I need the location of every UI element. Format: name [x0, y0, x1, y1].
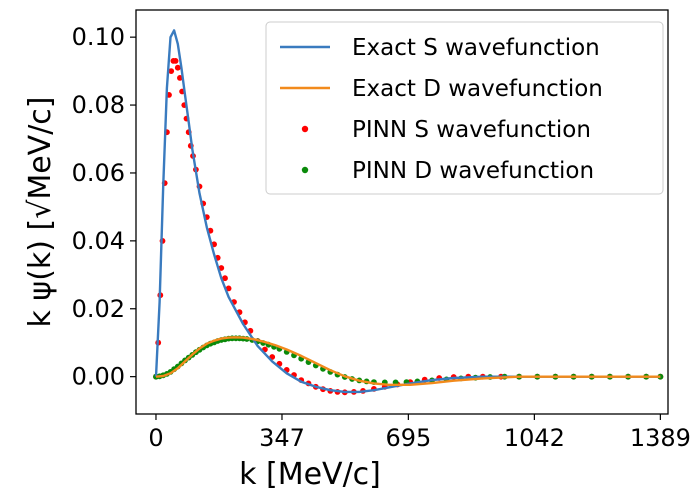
series-line-exact-d-wavefunction [155, 336, 661, 386]
legend-label: PINN S wavefunction [352, 117, 591, 143]
legend-frame [265, 21, 664, 195]
series-layer [153, 29, 664, 396]
y-tick-label: 0.04 [72, 227, 125, 255]
legend-swatch-point [301, 125, 309, 133]
data-point [172, 58, 179, 64]
legend-swatch-point [301, 166, 309, 174]
legend: Exact S wavefunction Exact D wavefunction… [265, 21, 664, 195]
data-point [168, 68, 175, 74]
y-tick-label: 0.00 [72, 363, 125, 391]
legend-label: Exact S wavefunction [352, 35, 600, 61]
x-axis-label: k [MeV/c] [239, 457, 381, 492]
x-tick-label: 1389 [630, 424, 691, 452]
series-line-exact-s-wavefunction [154, 29, 661, 394]
y-tick-label: 0.08 [72, 91, 125, 119]
data-point [222, 275, 228, 282]
y-tick-label: 0.02 [72, 295, 125, 323]
y-axis-label: k ψ(k) [√MeV/c] [23, 96, 58, 327]
legend-label: PINN D wavefunction [352, 158, 594, 184]
data-point [225, 285, 232, 292]
x-tick-label: 0 [148, 424, 163, 452]
x-tick-label: 695 [385, 424, 431, 452]
x-tick-label: 1042 [504, 424, 565, 452]
data-point [174, 64, 181, 71]
legend-label: Exact D wavefunction [352, 76, 603, 102]
y-tick-label: 0.10 [72, 23, 125, 51]
x-tick-label: 347 [259, 424, 305, 452]
y-tick-label: 0.06 [72, 159, 125, 187]
y-axis-ticks: 0.00 0.02 0.04 0.06 0.08 0.10 [72, 23, 136, 391]
axes-frame [135, 9, 669, 415]
x-axis-ticks: 0 347 695 1042 1389 [148, 414, 691, 452]
